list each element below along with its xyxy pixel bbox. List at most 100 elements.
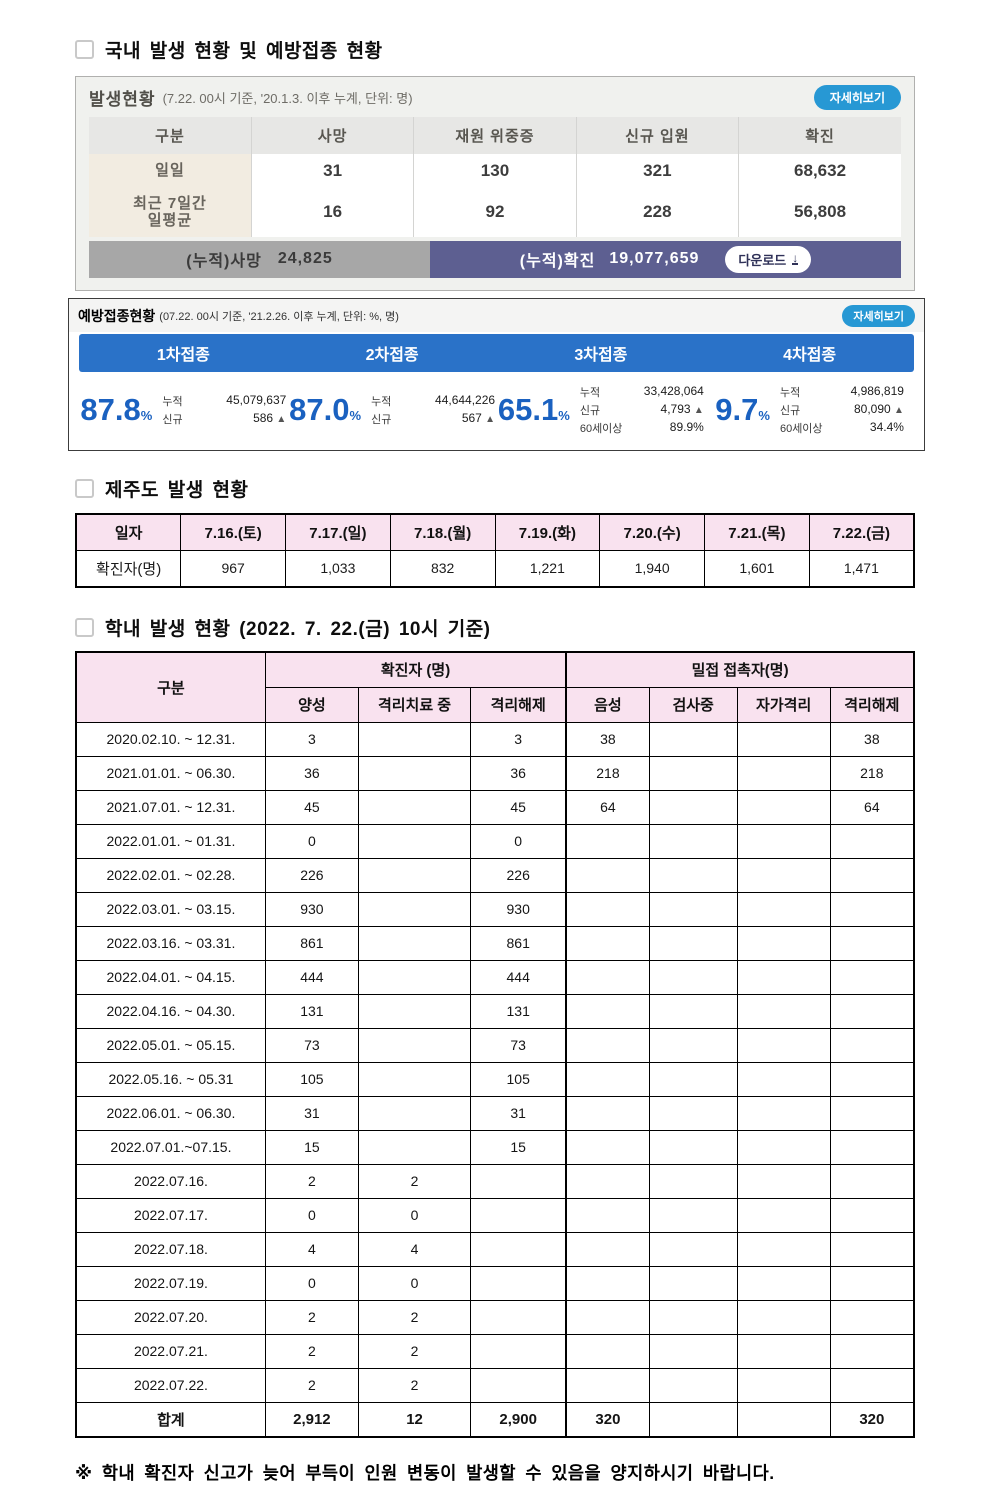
table-cell: 226 (264, 857, 359, 893)
table-row: 2022.02.01. ~ 02.28. 226 226 (75, 857, 915, 893)
dose-percent-value: 9.7 (715, 392, 759, 427)
table-cell (565, 1129, 650, 1165)
dose-label: 2차접종 (365, 346, 419, 364)
row-label: 2022.07.20. (75, 1299, 266, 1335)
column-header: 일자 (75, 513, 182, 551)
table-cell: 3 (264, 721, 359, 757)
table-cell (648, 1061, 738, 1097)
table-cell: 131 (470, 993, 567, 1029)
group-header-confirmed: 확진자 (명) (264, 651, 567, 688)
row-label: 2022.01.01. ~ 01.31. (75, 823, 266, 859)
table-row: 2022.01.01. ~ 01.31. 0 0 (75, 823, 915, 859)
table-header-row: 일자 7.16.(토) 7.17.(일) 7.18.(월) 7.19.(화) 7.20.(… (75, 513, 915, 551)
table-cell (648, 1231, 738, 1267)
table-cell (736, 1333, 831, 1369)
table-cell: 0 (357, 1197, 472, 1233)
table-cell (648, 1129, 738, 1165)
table-cell: 3 (470, 721, 567, 757)
cumulative-confirmed: (누적)확진 19,077,659 다운로드 ↓ (430, 240, 901, 278)
table-cell: 0 (264, 1197, 359, 1233)
table-cell (357, 993, 472, 1029)
table-row: 2022.07.01.~07.15. 15 15 (75, 1129, 915, 1165)
table-row: 일일 31 130 321 68,632 (89, 154, 901, 188)
table-row: 2022.07.22. 2 2 (75, 1367, 915, 1403)
occurrence-panel-header: 발생현황 (7.22. 00시 기준, '20.1.3. 이후 누계, 단위: … (89, 85, 901, 110)
vaccination-dose-stats: 87.8% 누적 45,079,637 신규 586 ▲ 87.0% 누적 44,644,22… (69, 372, 924, 450)
table-cell (565, 823, 650, 859)
table-cell: 130 (413, 154, 577, 188)
row-label: 2022.07.18. (75, 1231, 266, 1267)
table-cell (648, 993, 738, 1029)
table-row: 2022.05.16. ~ 05.31 105 105 (75, 1061, 915, 1097)
table-cell (829, 1027, 915, 1063)
cumulative-confirmed-label: (누적)확진 (519, 253, 596, 270)
table-cell: 15 (264, 1129, 359, 1165)
column-header: 7.22.(금) (808, 513, 915, 551)
row-label: 2022.07.21. (75, 1333, 266, 1369)
table-cell (357, 1027, 472, 1063)
total-row: 합계 2,912 12 2,900 320 320 (75, 1401, 915, 1437)
table-cell: 226 (470, 857, 567, 893)
dose-stat-list: 누적 4,986,819 신규 80,090 ▲ 60세이상 34.4% (780, 384, 904, 436)
table-cell (470, 1299, 567, 1335)
vaccination-title: 예방접종현황 (78, 307, 156, 324)
percent-sign: % (758, 408, 770, 423)
table-cell (736, 1095, 831, 1131)
up-arrow-icon: ▲ (276, 413, 287, 425)
dose-stat-list: 누적 44,644,226 신규 567 ▲ (371, 393, 495, 427)
column-header: 자가격리 (736, 686, 831, 723)
table-cell (736, 1163, 831, 1199)
table-cell: 1,033 (285, 549, 391, 587)
table-cell (736, 857, 831, 893)
table-body: 2020.02.10. ~ 12.31. 3 3 38 38 2021.01.01. ~ … (75, 721, 915, 1437)
table-cell: 131 (264, 993, 359, 1029)
download-icon: ↓ (792, 250, 799, 266)
detail-button[interactable]: 자세히보기 (842, 304, 915, 327)
table-cell (565, 1197, 650, 1233)
table-cell (736, 1231, 831, 1267)
table-cell (829, 925, 915, 961)
row-label: 2022.07.16. (75, 1163, 266, 1199)
table-cell (829, 1061, 915, 1097)
table-cell (736, 1129, 831, 1165)
table-cell (357, 1095, 472, 1131)
stat-row: 신규 567 ▲ (371, 411, 495, 427)
table-cell: 0 (264, 823, 359, 859)
stat-value: 4,793 ▲ (660, 401, 704, 416)
dose-percent-value: 87.0 (289, 392, 350, 427)
table-cell (357, 789, 472, 825)
table-cell: 68,632 (738, 154, 901, 188)
percent-sign: % (140, 408, 153, 423)
table-row: 최근 7일간 일평균 16 92 228 56,808 (89, 188, 901, 237)
table-cell (565, 1163, 650, 1199)
row-label: 2022.07.22. (75, 1367, 266, 1403)
table-cell (736, 789, 831, 825)
table-row: 2022.07.19. 0 0 (75, 1265, 915, 1301)
table-cell: 105 (264, 1061, 359, 1097)
table-cell (829, 959, 915, 995)
table-row: 2020.02.10. ~ 12.31. 3 3 38 38 (75, 721, 915, 757)
download-button[interactable]: 다운로드 ↓ (725, 245, 812, 273)
table-cell: 930 (470, 891, 567, 927)
table-cell: 0 (470, 823, 567, 859)
column-header: 양성 (264, 686, 359, 723)
row-label: 2022.05.01. ~ 05.15. (75, 1027, 266, 1063)
table-cell (829, 1265, 915, 1301)
footnote: ※ 학내 확진자 신고가 늦어 부득이 인원 변동이 발생할 수 있음을 양지하… (75, 1462, 775, 1483)
table-cell: 73 (264, 1027, 359, 1063)
table-cell (648, 891, 738, 927)
up-arrow-icon: ▲ (693, 404, 704, 416)
stat-label: 60세이상 (779, 422, 823, 435)
detail-button[interactable]: 자세히보기 (813, 85, 901, 110)
stat-label: 누적 (371, 395, 392, 408)
table-cell: 2 (357, 1367, 472, 1403)
table-cell (829, 1231, 915, 1267)
dose-column: 9.7% 누적 4,986,819 신규 80,090 ▲ 60세이상 34.4% (705, 384, 914, 436)
table-cell (565, 1265, 650, 1301)
column-header: 7.21.(목) (704, 513, 810, 551)
table-cell: 228 (575, 188, 739, 237)
dose-stat-list: 누적 45,079,637 신규 586 ▲ (162, 393, 286, 427)
table-head: 구분 확진자 (명) 밀접 접촉자(명) 양성 격리치료 중 격리해제 음성 검사중 자가격리 격… (75, 651, 915, 723)
table-cell: 92 (413, 188, 577, 237)
